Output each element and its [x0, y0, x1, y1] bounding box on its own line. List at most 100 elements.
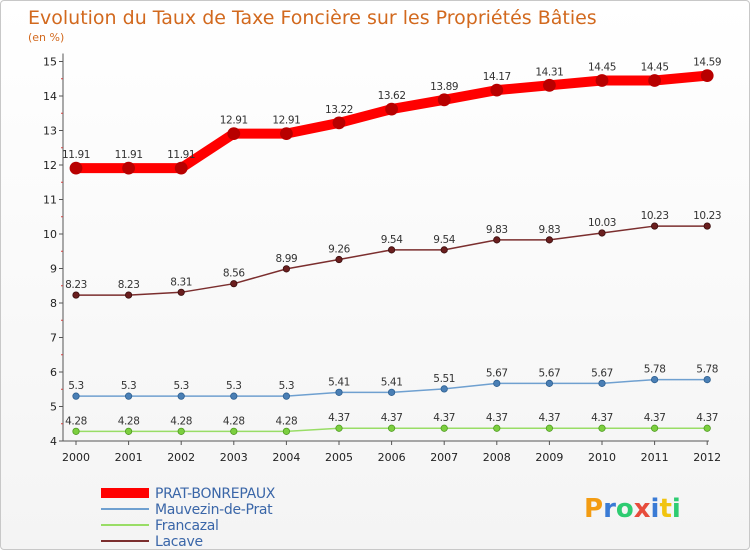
logo-letter: P	[584, 494, 603, 524]
data-point	[598, 424, 606, 432]
data-label: 5.3	[226, 380, 242, 392]
data-point	[125, 392, 133, 400]
data-label: 5.41	[328, 376, 350, 388]
y-tick-label: 10	[43, 228, 57, 241]
data-point	[650, 424, 659, 432]
data-label: 4.37	[644, 412, 666, 424]
data-label: 9.83	[539, 224, 561, 236]
data-point	[650, 375, 659, 384]
chart-title: Evolution du Taux de Taxe Foncière sur l…	[28, 7, 597, 29]
x-tick-label: 2008	[483, 451, 511, 464]
data-point	[69, 161, 83, 175]
legend-label: PRAT-BONREPAUX	[155, 486, 276, 502]
data-point	[437, 93, 451, 107]
data-label: 5.78	[644, 364, 666, 376]
data-label: 10.23	[693, 210, 721, 222]
data-point	[650, 222, 659, 230]
data-label: 5.3	[68, 380, 84, 392]
data-label: 4.37	[381, 412, 403, 424]
x-tick-label: 2011	[641, 451, 669, 464]
data-point	[598, 379, 606, 387]
series-lacave: 8.23 8.23 8.31 8.56 8.99 9.26 9.54 9.54 9.83 9.83…	[65, 210, 722, 299]
data-label: 8.23	[118, 279, 140, 291]
data-point	[490, 83, 504, 97]
data-label: 5.51	[433, 373, 455, 385]
y-tick-label: 4	[50, 435, 57, 448]
data-point	[440, 385, 448, 393]
data-point	[230, 427, 238, 435]
axes: 4 5 6 7 8 9 10 11 12 13 14 15 2000 2001 2002 2003 2004 20…	[43, 53, 721, 464]
series-mauvezin-de-prat: 5.3 5.3 5.3 5.3 5.3 5.41 5.41 5.51 5.67 5.67 5.67 5…	[68, 364, 718, 400]
y-tick-label: 14	[43, 90, 57, 103]
data-point	[230, 280, 238, 288]
data-label: 8.23	[65, 279, 87, 291]
data-point	[125, 427, 133, 435]
plot-area: 11.91 11.91 11.91 12.91 12.91 13.22 13.62 13.89…	[62, 57, 722, 435]
x-tick-label: 2006	[378, 451, 406, 464]
data-point	[545, 236, 554, 244]
data-label: 14.45	[641, 61, 669, 73]
x-tick-label: 2002	[167, 451, 195, 464]
data-point	[335, 424, 343, 432]
data-label: 4.37	[539, 412, 561, 424]
data-point	[703, 424, 711, 432]
data-point	[122, 161, 135, 175]
x-tick-label: 2000	[62, 451, 90, 464]
data-point	[700, 69, 714, 83]
legend-label: Mauvezin-de-Prat	[155, 502, 273, 518]
data-label: 11.91	[115, 149, 143, 161]
series-prat-bonrepaux: 11.91 11.91 11.91 12.91 12.91 13.22 13.62 13.89…	[62, 57, 722, 175]
data-label: 11.91	[62, 149, 90, 161]
data-label: 5.67	[591, 367, 613, 379]
data-point	[282, 427, 290, 435]
data-point	[545, 379, 554, 387]
x-tick-label: 2003	[220, 451, 248, 464]
logo-letter: i	[672, 494, 681, 524]
data-point	[279, 127, 293, 141]
data-point	[703, 375, 711, 384]
logo-letter: t	[659, 494, 671, 524]
data-point	[543, 78, 556, 92]
data-point	[177, 392, 185, 400]
data-point	[177, 288, 185, 296]
data-label: 4.28	[65, 415, 87, 427]
y-tick-label: 6	[50, 366, 57, 379]
data-point	[177, 427, 185, 435]
data-label: 11.91	[167, 149, 195, 161]
data-point	[387, 388, 396, 396]
y-tick-label: 5	[50, 401, 57, 414]
data-label: 14.31	[535, 66, 563, 78]
y-tick-label: 13	[43, 125, 57, 138]
legend: PRAT-BONREPAUXMauvezin-de-PratFrancazalL…	[101, 486, 276, 550]
data-label: 8.99	[276, 253, 298, 265]
data-label: 4.37	[696, 412, 718, 424]
data-point	[125, 291, 133, 299]
data-label: 13.22	[325, 104, 353, 116]
data-point	[72, 392, 80, 400]
logo-letter: i	[651, 494, 660, 524]
data-label: 9.54	[381, 234, 403, 246]
data-point	[174, 161, 188, 175]
x-tick-label: 2004	[272, 451, 300, 464]
data-label: 9.26	[328, 244, 350, 256]
data-label: 10.03	[588, 217, 616, 229]
data-point	[595, 74, 609, 87]
data-point	[493, 424, 501, 432]
data-point	[493, 379, 501, 387]
series-francazal: 4.28 4.28 4.28 4.28 4.28 4.37 4.37 4.37 4.37 4.37…	[65, 412, 718, 435]
data-label: 4.37	[328, 412, 350, 424]
data-label: 9.83	[486, 224, 508, 236]
data-label: 10.23	[641, 210, 669, 222]
y-tick-label: 15	[43, 56, 57, 69]
logo-text: Proxiti	[584, 494, 681, 524]
proxiti-logo: Proxiti	[584, 494, 681, 524]
logo-letter: o	[616, 494, 634, 524]
chart-subtitle: (en %)	[28, 31, 64, 44]
data-label: 5.41	[381, 376, 403, 388]
data-point	[648, 74, 661, 87]
data-label: 9.54	[433, 234, 455, 246]
y-tick-label: 9	[50, 263, 57, 276]
data-point	[332, 116, 346, 130]
